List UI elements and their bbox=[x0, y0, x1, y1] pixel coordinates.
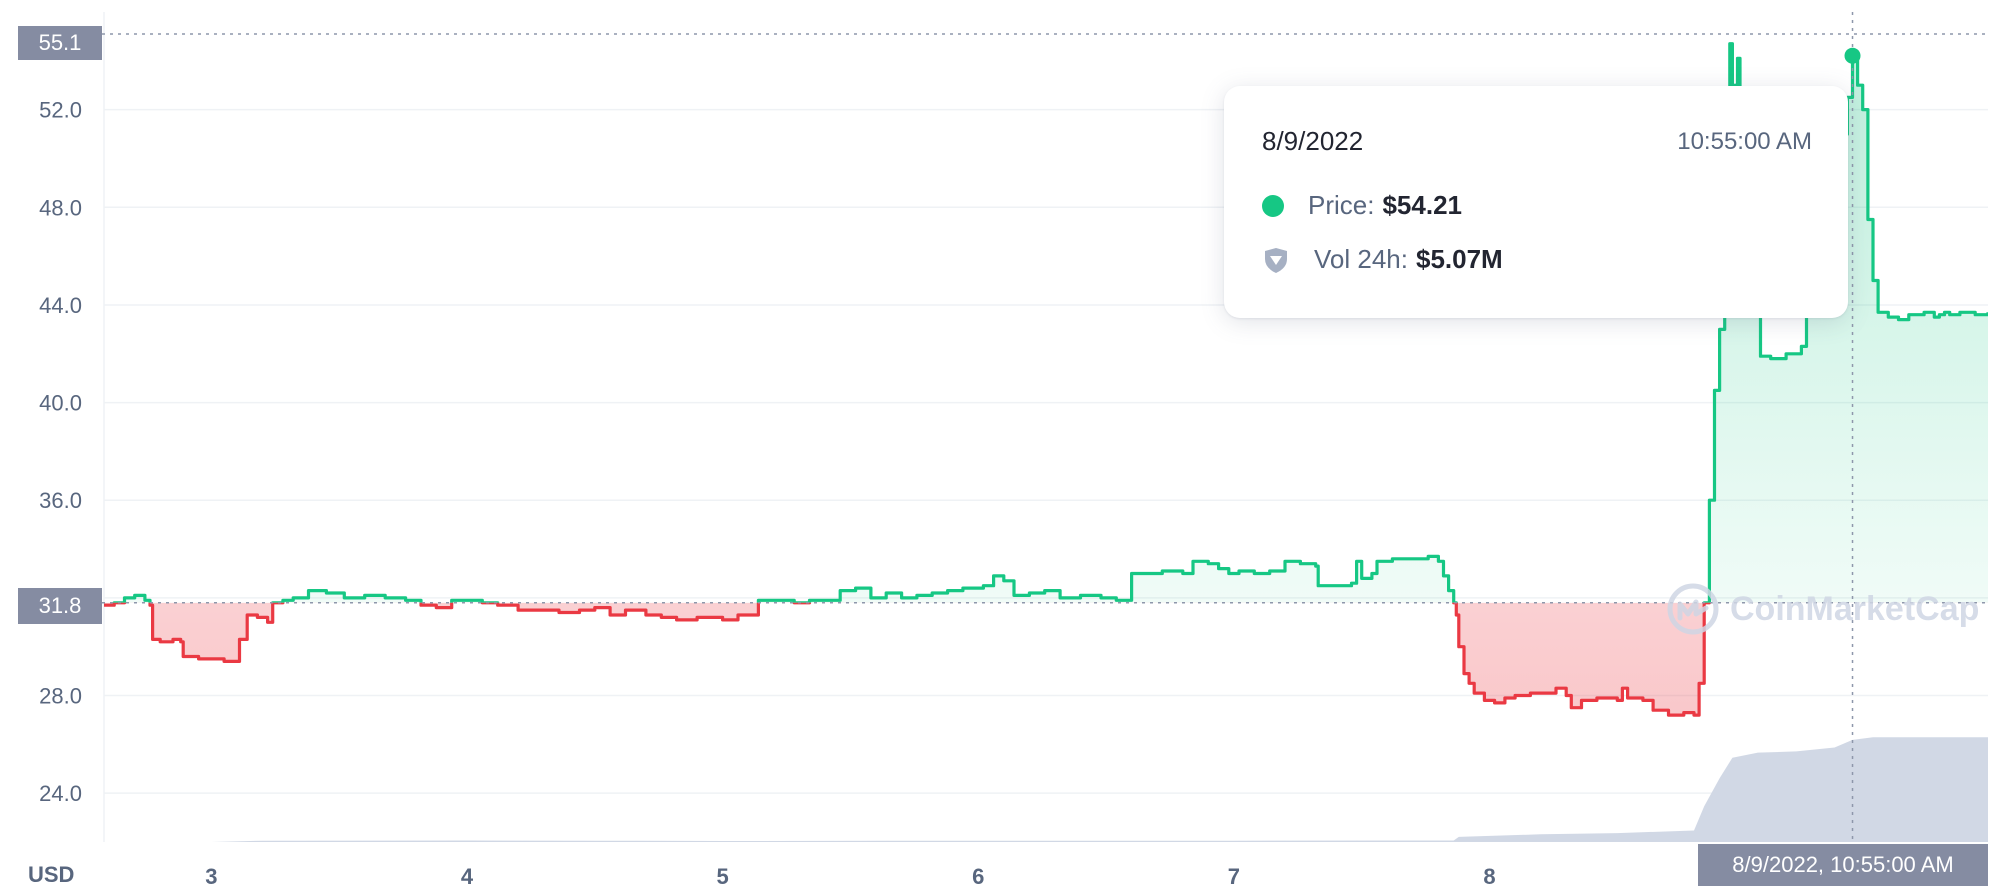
tooltip-price-label: Price: bbox=[1308, 190, 1375, 220]
crosshair-point bbox=[1844, 47, 1861, 64]
y-tick-label: 24.0 bbox=[39, 781, 82, 806]
price-tooltip: 8/9/2022 10:55:00 AM Price: $54.21 Vol 2… bbox=[1224, 86, 1848, 318]
x-tick-label: 5 bbox=[717, 864, 729, 886]
price-fill-up bbox=[124, 43, 1988, 603]
y-tick-label: 44.0 bbox=[39, 293, 82, 318]
price-fill-down bbox=[104, 602, 1988, 716]
watermark: CoinMarketCap bbox=[1666, 582, 1979, 636]
price-fill bbox=[104, 43, 1988, 716]
volume-shield-icon bbox=[1265, 247, 1287, 273]
price-dot-icon bbox=[1262, 194, 1284, 217]
x-tick-label: 4 bbox=[461, 864, 474, 886]
watermark-text: CoinMarketCap bbox=[1730, 589, 1980, 628]
currency-unit-label: USD bbox=[28, 862, 75, 886]
tooltip-time: 10:55:00 AM bbox=[1677, 128, 1812, 155]
volume-area bbox=[104, 737, 1988, 842]
y-tick-label: 40.0 bbox=[39, 391, 82, 416]
x-tick-label: 8 bbox=[1483, 864, 1495, 886]
coinmarketcap-logo-icon bbox=[1667, 583, 1719, 635]
crosshair-date-label: 8/9/2022, 10:55:00 AM bbox=[1698, 844, 1988, 886]
y-tick-label: 28.0 bbox=[39, 684, 82, 709]
tooltip-volume-value: $5.07M bbox=[1415, 244, 1503, 274]
baseline-price-value: 31.8 bbox=[38, 593, 82, 618]
tooltip-price-row: Price: $54.21 bbox=[1262, 190, 1462, 221]
tooltip-date: 8/9/2022 bbox=[1262, 126, 1364, 156]
x-tick-label: 3 bbox=[205, 864, 217, 886]
tooltip-volume-row: Vol 24h: $5.07M bbox=[1262, 244, 1503, 275]
current-price-value: 55.1 bbox=[38, 30, 82, 55]
reference-lines bbox=[102, 12, 1988, 850]
crosshair-date-value: 8/9/2022, 10:55:00 AM bbox=[1732, 852, 1954, 877]
y-tick-label: 36.0 bbox=[39, 488, 82, 513]
current-price-label: 55.1 bbox=[18, 26, 102, 60]
baseline-price-label: 31.8 bbox=[18, 588, 102, 624]
tooltip-price-value: $54.21 bbox=[1382, 190, 1462, 220]
y-tick-label: 48.0 bbox=[39, 195, 82, 220]
volume-area-shape bbox=[104, 737, 1988, 842]
x-tick-label: 7 bbox=[1228, 864, 1240, 886]
y-tick-label: 52.0 bbox=[39, 98, 82, 123]
x-tick-label: 6 bbox=[972, 864, 984, 886]
tooltip-volume-label: Vol 24h: bbox=[1314, 244, 1408, 274]
